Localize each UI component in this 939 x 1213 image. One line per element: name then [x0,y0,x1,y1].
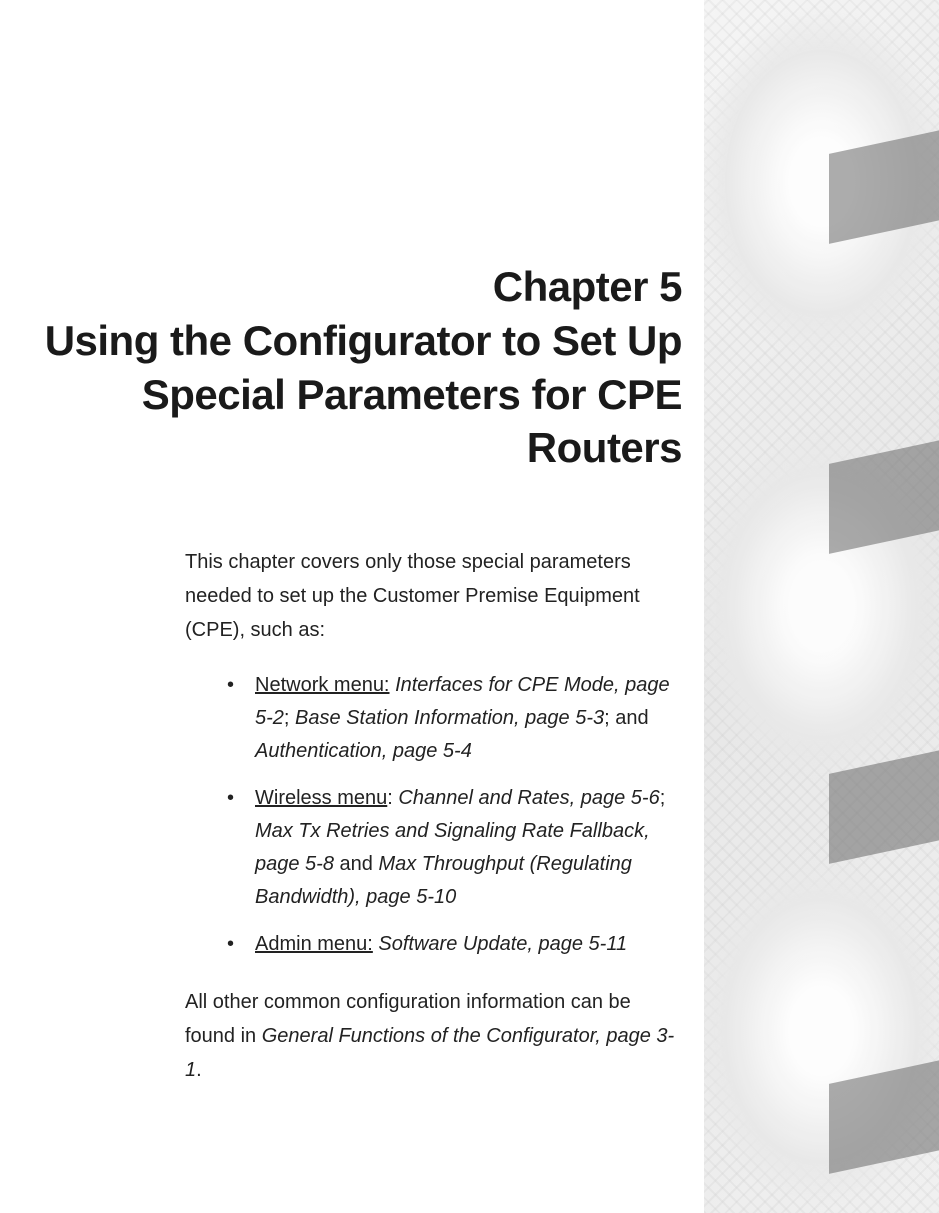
xref: Channel and Rates, page 5-6 [398,787,659,809]
xref: Base Station Information, page 5-3 [295,707,604,729]
menu-label-network: Network menu: [255,674,390,696]
chapter-label: Chapter 5 [0,260,682,314]
sep: ; and [604,707,648,729]
sep: ; [284,707,295,729]
chapter-title-block: Chapter 5 Using the Configurator to Set … [0,260,700,475]
menu-label-admin: Admin menu: [255,933,373,955]
decorative-sidebar-image [704,0,939,1213]
list-item: Admin menu: Software Update, page 5-11 [227,928,682,961]
body-text: This chapter covers only those special p… [0,545,700,1087]
bullet-list: Network menu: Interfaces for CPE Mode, p… [185,669,682,961]
intro-paragraph: This chapter covers only those special p… [185,545,682,647]
page-content: Chapter 5 Using the Configurator to Set … [0,0,700,1087]
xref: Authentication, page 5-4 [255,740,472,762]
list-item: Wireless menu: Channel and Rates, page 5… [227,782,682,914]
sep: and [334,853,378,875]
sep: ; [660,787,666,809]
xref: Software Update, page 5-11 [378,933,627,955]
closing-paragraph: All other common configuration informati… [185,985,682,1087]
chapter-heading: Using the Configurator to Set Up Special… [0,314,682,475]
list-item: Network menu: Interfaces for CPE Mode, p… [227,669,682,768]
closing-tail: . [196,1059,202,1081]
menu-label-wireless: Wireless menu [255,787,387,809]
after-menu: : [387,787,398,809]
